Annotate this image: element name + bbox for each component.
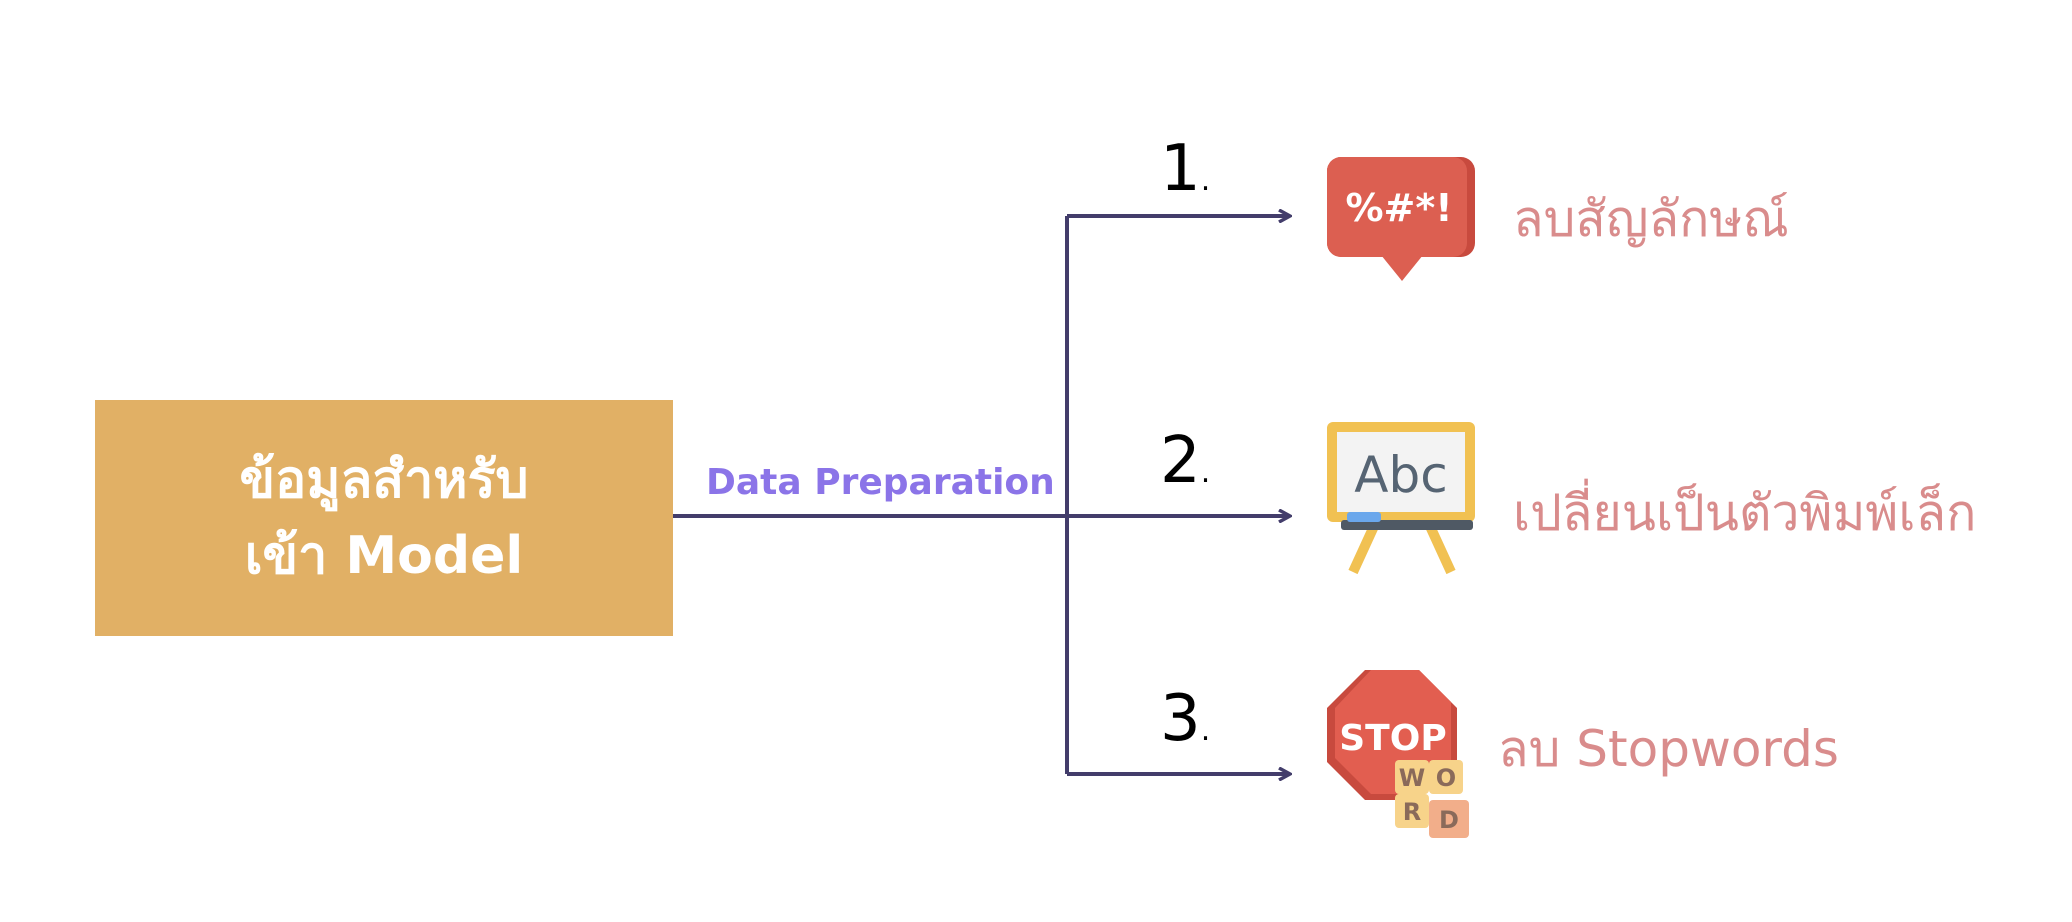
svg-text:D: D <box>1439 806 1459 834</box>
step-label-1: ลบสัญลักษณ์ <box>1513 180 1789 259</box>
svg-text:%#*!: %#*! <box>1345 186 1452 230</box>
svg-text:R: R <box>1403 798 1421 826</box>
step-label-3: ลบ Stopwords <box>1498 710 1839 789</box>
step-number-2: 2. <box>1160 424 1210 498</box>
svg-text:STOP: STOP <box>1339 718 1446 759</box>
abc-whiteboard-icon: Abc <box>1325 420 1479 576</box>
step-label-2: เปลี่ยนเป็นตัวพิมพ์เล็ก <box>1513 474 1976 553</box>
symbols-speech-bubble-icon: %#*! <box>1325 155 1479 285</box>
step-number-3: 3. <box>1160 682 1210 756</box>
step-number-1: 1. <box>1160 132 1210 206</box>
svg-text:W: W <box>1399 764 1425 792</box>
stop-sign-word-icon: STOP W O R D <box>1325 668 1485 840</box>
svg-text:Abc: Abc <box>1354 446 1447 504</box>
svg-text:O: O <box>1436 764 1456 792</box>
